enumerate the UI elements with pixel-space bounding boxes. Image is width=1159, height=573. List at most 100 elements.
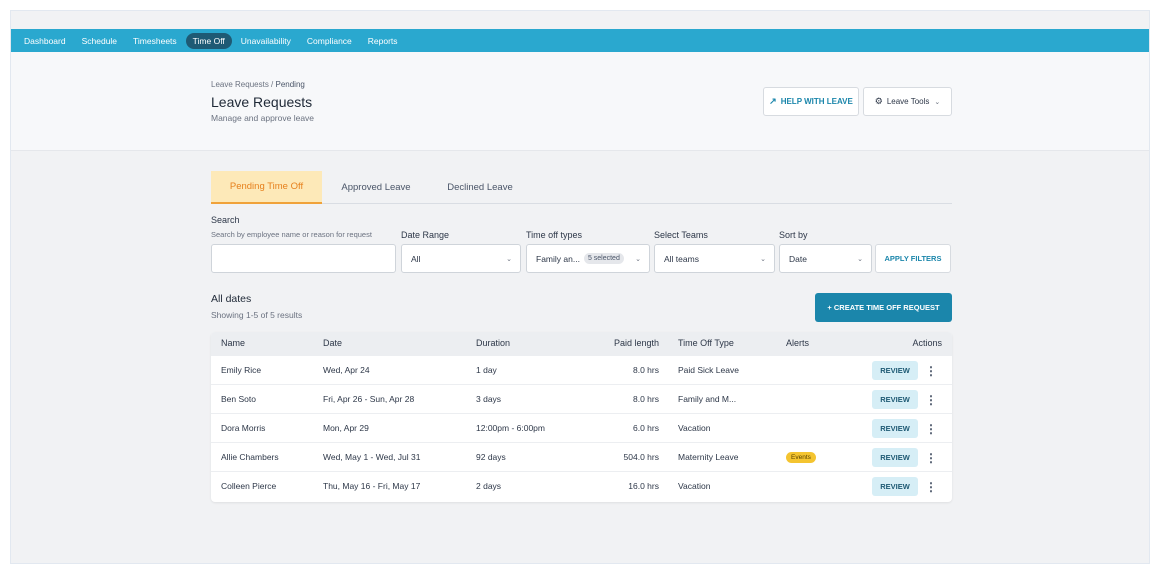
more-options-icon[interactable]: ⋮: [925, 363, 937, 378]
review-button[interactable]: REVIEW: [872, 361, 918, 380]
search-input[interactable]: [211, 244, 396, 273]
column-actions: Actions: [912, 338, 942, 348]
sort-by-select[interactable]: Date ⌄: [779, 244, 872, 273]
nav-reports[interactable]: Reports: [367, 35, 398, 46]
nav-compliance[interactable]: Compliance: [306, 35, 352, 46]
select-teams-value: All teams: [664, 253, 699, 264]
table-row: Emily Rice Wed, Apr 24 1 day 8.0 hrs Pai…: [211, 355, 952, 384]
chevron-down-icon: ⌄: [506, 256, 512, 263]
leave-tools-button[interactable]: ⚙ Leave Tools ⌄: [863, 87, 952, 116]
nav-time-off[interactable]: Time Off: [185, 32, 232, 49]
help-with-leave-button[interactable]: ↗ HELP WITH LEAVE: [763, 87, 859, 116]
column-paid-length: Paid length: [613, 338, 659, 348]
page-header: Leave Requests / Pending Leave Requests …: [11, 52, 1149, 151]
row-paid-length: 8.0 hrs: [633, 394, 659, 404]
breadcrumb: Leave Requests / Pending: [211, 80, 305, 89]
row-date: Mon, Apr 29: [323, 423, 369, 433]
chevron-down-icon: ⌄: [934, 98, 941, 106]
row-time-off-type: Vacation: [678, 423, 711, 433]
search-hint: Search by employee name or reason for re…: [211, 230, 372, 239]
column-name: Name: [221, 338, 246, 348]
select-teams-select[interactable]: All teams ⌄: [654, 244, 775, 273]
row-name: Emily Rice: [221, 365, 262, 375]
row-name: Ben Soto: [221, 394, 256, 404]
row-paid-length: 504.0 hrs: [623, 452, 659, 462]
page-title: Leave Requests: [211, 94, 313, 110]
leave-tabs: Pending Time Off Approved Leave Declined…: [211, 171, 952, 204]
apply-filters-button[interactable]: APPLY FILTERS: [875, 244, 951, 273]
tab-declined-leave[interactable]: Declined Leave: [447, 182, 513, 193]
chevron-down-icon: ⌄: [857, 256, 863, 263]
leave-tools-label: Leave Tools: [886, 97, 930, 106]
help-with-leave-label: HELP WITH LEAVE: [780, 97, 853, 106]
top-navigation: Dashboard Schedule Timesheets Time Off U…: [11, 29, 1149, 52]
selected-count-badge: 5 selected: [583, 253, 624, 264]
table-header: Name Date Duration Paid length Time Off …: [211, 332, 952, 355]
time-off-types-label: Time off types: [526, 230, 583, 240]
more-options-icon[interactable]: ⋮: [925, 450, 937, 465]
table-row: Allie Chambers Wed, May 1 - Wed, Jul 31 …: [211, 442, 952, 471]
nav-schedule[interactable]: Schedule: [81, 35, 118, 46]
row-name: Colleen Pierce: [221, 481, 277, 491]
date-range-value: All: [411, 253, 421, 264]
table-row: Colleen Pierce Thu, May 16 - Fri, May 17…: [211, 471, 952, 500]
row-paid-length: 6.0 hrs: [633, 423, 659, 433]
review-button[interactable]: REVIEW: [872, 419, 918, 438]
table-row: Ben Soto Fri, Apr 26 - Sun, Apr 28 3 day…: [211, 384, 952, 413]
breadcrumb-current: Pending: [275, 80, 305, 89]
events-alert-badge: Events: [786, 452, 816, 463]
breadcrumb-separator: /: [268, 80, 276, 89]
row-time-off-type: Paid Sick Leave: [678, 365, 739, 375]
row-duration: 1 day: [476, 365, 497, 375]
breadcrumb-parent[interactable]: Leave Requests: [211, 80, 269, 89]
nav-timesheets[interactable]: Timesheets: [133, 35, 177, 46]
select-teams-label: Select Teams: [654, 230, 708, 240]
date-range-label: Date Range: [401, 230, 450, 240]
column-date: Date: [323, 338, 343, 348]
results-title: All dates: [211, 293, 252, 305]
row-duration: 92 days: [476, 452, 506, 462]
time-off-types-select[interactable]: Family an... 5 selected ⌄: [526, 244, 650, 273]
row-time-off-type: Vacation: [678, 481, 711, 491]
column-duration: Duration: [476, 338, 511, 348]
review-button[interactable]: REVIEW: [872, 448, 918, 467]
row-date: Fri, Apr 26 - Sun, Apr 28: [323, 394, 415, 404]
nav-unavailability[interactable]: Unavailability: [240, 35, 291, 46]
date-range-select[interactable]: All ⌄: [401, 244, 521, 273]
review-button[interactable]: REVIEW: [872, 390, 918, 409]
tab-approved-leave[interactable]: Approved Leave: [341, 182, 411, 193]
sort-by-value: Date: [789, 253, 807, 264]
results-count: Showing 1-5 of 5 results: [211, 310, 303, 320]
more-options-icon[interactable]: ⋮: [925, 479, 937, 494]
row-date: Thu, May 16 - Fri, May 17: [323, 481, 421, 491]
row-paid-length: 16.0 hrs: [628, 481, 659, 491]
row-paid-length: 8.0 hrs: [633, 365, 659, 375]
more-options-icon[interactable]: ⋮: [925, 421, 937, 436]
tab-pending-time-off[interactable]: Pending Time Off: [211, 171, 322, 204]
column-alerts: Alerts: [786, 338, 810, 348]
app-window: Dashboard Schedule Timesheets Time Off U…: [10, 10, 1150, 564]
more-options-icon[interactable]: ⋮: [925, 392, 937, 407]
chevron-down-icon: ⌄: [635, 256, 641, 263]
row-name: Allie Chambers: [221, 452, 279, 462]
row-date: Wed, Apr 24: [323, 365, 370, 375]
page-subtitle: Manage and approve leave: [211, 113, 315, 123]
table-row: Dora Morris Mon, Apr 29 12:00pm - 6:00pm…: [211, 413, 952, 442]
row-time-off-type: Family and M...: [678, 394, 737, 404]
row-date: Wed, May 1 - Wed, Jul 31: [323, 452, 421, 462]
sort-by-label: Sort by: [779, 230, 808, 240]
row-duration: 3 days: [476, 394, 502, 404]
row-time-off-type: Maternity Leave: [678, 452, 739, 462]
gear-icon: ⚙: [874, 96, 883, 106]
chevron-down-icon: ⌄: [760, 256, 766, 263]
time-off-types-value: Family an...: [536, 253, 580, 264]
nav-dashboard[interactable]: Dashboard: [24, 35, 66, 46]
column-time-off-type: Time Off Type: [678, 338, 734, 348]
row-duration: 12:00pm - 6:00pm: [476, 423, 545, 433]
leave-requests-table: Name Date Duration Paid length Time Off …: [211, 332, 952, 502]
row-duration: 2 days: [476, 481, 502, 491]
create-time-off-request-button[interactable]: + CREATE TIME OFF REQUEST: [815, 293, 952, 322]
external-link-icon: ↗: [769, 96, 777, 106]
review-button[interactable]: REVIEW: [872, 477, 918, 496]
search-label: Search: [211, 215, 240, 225]
